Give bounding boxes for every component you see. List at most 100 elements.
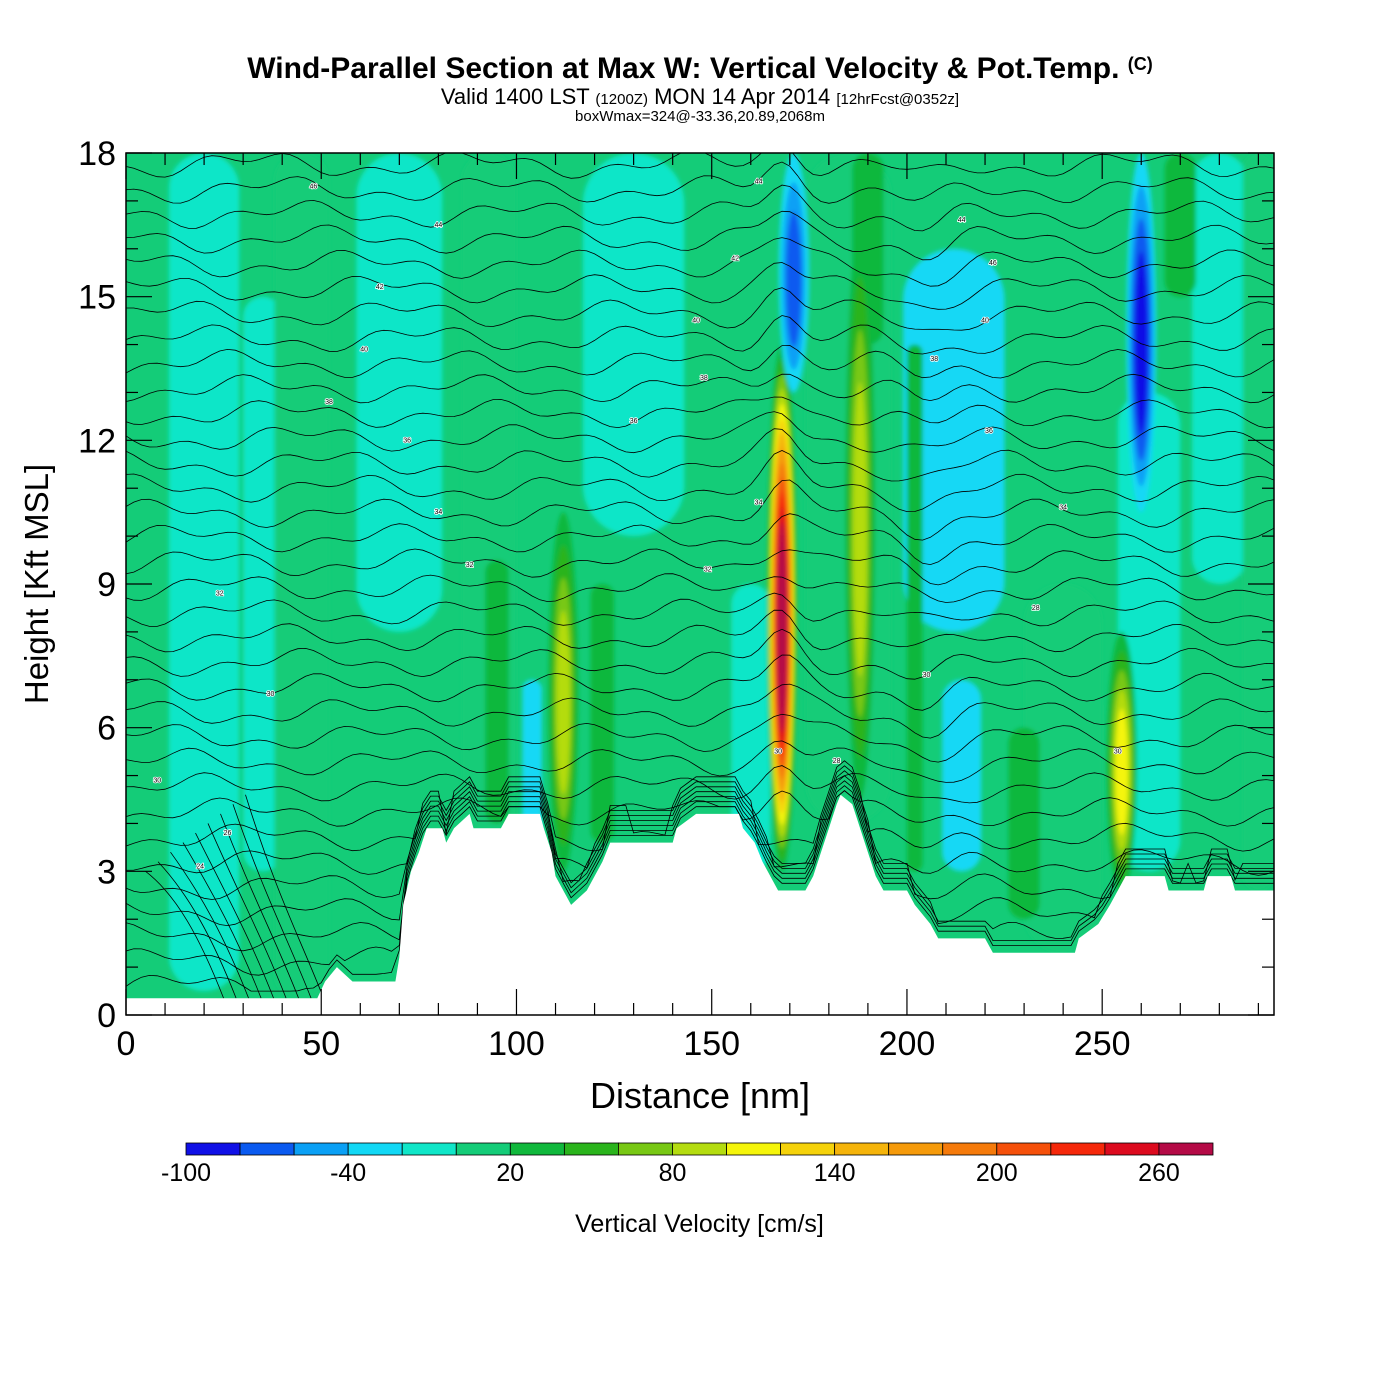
colorbar-swatch-8 — [618, 1142, 673, 1156]
field-region-14 — [1242, 153, 1274, 891]
isentrope-line-10 — [126, 713, 1274, 763]
colorbar-swatch-7 — [563, 1142, 619, 1156]
valid-date: MON 14 Apr 2014 — [654, 84, 831, 109]
colorbar-swatch-10 — [726, 1142, 781, 1156]
isentrope-line-3 — [126, 775, 1274, 927]
contour-label-3: 40 — [360, 346, 368, 353]
isentrope-line-32 — [126, 161, 1274, 204]
upper-core-band-3 — [853, 382, 867, 677]
contour-label-5: 36 — [403, 437, 411, 444]
y-tick-label-3: 3 — [97, 853, 116, 891]
colorbar-swatch-17 — [1104, 1142, 1160, 1156]
colorbar-swatch-5 — [455, 1142, 511, 1156]
colorbar-swatch-6 — [509, 1142, 565, 1156]
field-region-0 — [168, 153, 240, 992]
x-tick-label-100: 100 — [488, 1025, 545, 1063]
colorbar-tick-label-1: -40 — [330, 1159, 366, 1187]
y-tick-label-9: 9 — [97, 566, 116, 604]
isentrope-line-27 — [126, 287, 1274, 331]
theta-contours — [126, 153, 1274, 999]
contour-label-13: 36 — [630, 418, 638, 425]
x-axis-label: Distance [nm] — [590, 1075, 810, 1116]
field-region-2 — [356, 153, 443, 632]
colorbar-swatch-13 — [888, 1142, 944, 1156]
colorbar-swatch-14 — [942, 1142, 998, 1156]
colorbar-label: Vertical Velocity [cm/s] — [575, 1210, 824, 1238]
chart-subtitle: Valid 1400 LST (1200Z) MON 14 Apr 2014 [… — [0, 84, 1400, 110]
contour-label-27: 34 — [1059, 504, 1067, 511]
contour-label-9: 30 — [267, 691, 275, 698]
contour-label-12: 24 — [196, 864, 204, 871]
contour-label-8: 32 — [216, 591, 224, 598]
colorbar-swatch-1 — [239, 1142, 295, 1156]
colorbar-tick-label-4: 140 — [814, 1159, 856, 1187]
velocity-blobs — [168, 153, 1274, 1001]
isentrope-line-6 — [126, 760, 1274, 852]
field-region-1 — [243, 296, 283, 872]
low-isentrope-8 — [245, 794, 324, 999]
contour-label-6: 34 — [434, 509, 442, 516]
isentrope-line-15 — [126, 592, 1274, 627]
colorbar-tick-label-0: -100 — [161, 1159, 211, 1187]
y-axis-label: Height [Kft MSL] — [18, 464, 55, 704]
theta-contour-labels: 46 44 42 40 38 36 34 32 32 30 30 26 24 36 38 40 42 44 34 32… — [153, 178, 1123, 871]
terrain — [126, 794, 1274, 1015]
isentrope-line-24 — [126, 373, 1274, 404]
contour-label-22: 44 — [958, 217, 966, 224]
isentrope-line-26 — [126, 315, 1274, 355]
contour-label-2: 42 — [376, 284, 384, 291]
field-region-13 — [1024, 584, 1103, 953]
upper-downdraft-band-2 — [786, 211, 802, 347]
field-region-3 — [582, 153, 685, 537]
isentrope-line-29 — [126, 237, 1274, 287]
contour-label-26: 36 — [985, 428, 993, 435]
velocity-field — [168, 153, 1274, 1001]
chart-title-text: Wind-Parallel Section at Max W: Vertical… — [247, 52, 1120, 85]
field-region-17 — [906, 344, 923, 872]
contour-label-21: 28 — [833, 758, 841, 765]
low-isentrope-3 — [182, 842, 262, 999]
terrain-mask — [126, 794, 1274, 1015]
contour-label-17: 44 — [755, 179, 763, 186]
isentrope-line-14 — [126, 609, 1274, 653]
contour-label-1: 44 — [434, 222, 442, 229]
isentrope-line-0 — [126, 790, 1274, 992]
isentrope-line-18 — [126, 513, 1274, 566]
low-isentrope-7 — [232, 804, 312, 999]
isentrope-line-9 — [126, 740, 1274, 783]
isentrope-line-19 — [126, 479, 1274, 541]
field-region-10 — [274, 153, 330, 1001]
x-tick-label-200: 200 — [879, 1025, 936, 1063]
isentrope-line-2 — [126, 780, 1274, 952]
copyright-mark: (C) — [1127, 54, 1153, 74]
contour-label-16: 42 — [731, 255, 739, 262]
contour-label-28: 28 — [1032, 605, 1040, 612]
field-region-16 — [590, 584, 615, 843]
y-tick-label-15: 15 — [78, 279, 116, 317]
y-tick-label-18: 18 — [78, 135, 116, 173]
isentrope-line-20 — [126, 450, 1274, 513]
isentrope-line-8 — [126, 765, 1274, 804]
forecast-info: [12hrFcst@0352z] — [836, 91, 960, 108]
isentrope-line-17 — [126, 548, 1274, 586]
isentrope-line-4 — [126, 770, 1274, 900]
x-tick-label-250: 250 — [1074, 1025, 1131, 1063]
field-region-15 — [485, 560, 509, 824]
low-isentrope-0 — [145, 871, 224, 999]
chart-title: Wind-Parallel Section at Max W: Vertical… — [0, 52, 1400, 86]
isentrope-line-7 — [126, 790, 1274, 827]
main-core-band-12 — [777, 522, 787, 733]
colorbar-swatch-4 — [401, 1142, 457, 1156]
low-isentrope-4 — [195, 832, 274, 999]
colorbar-swatch-0 — [185, 1142, 241, 1156]
isentrope-line-13 — [126, 628, 1274, 680]
isentrope-line-5 — [126, 765, 1274, 876]
contour-label-10: 30 — [153, 777, 161, 784]
isentrope-line-21 — [126, 428, 1274, 482]
contour-label-11: 26 — [224, 830, 232, 837]
valid-utc: (1200Z) — [595, 91, 648, 108]
low-isentrope-1 — [157, 861, 237, 999]
colorbar-tick-label-6: 260 — [1138, 1159, 1180, 1187]
isentrope-line-28 — [126, 262, 1274, 310]
